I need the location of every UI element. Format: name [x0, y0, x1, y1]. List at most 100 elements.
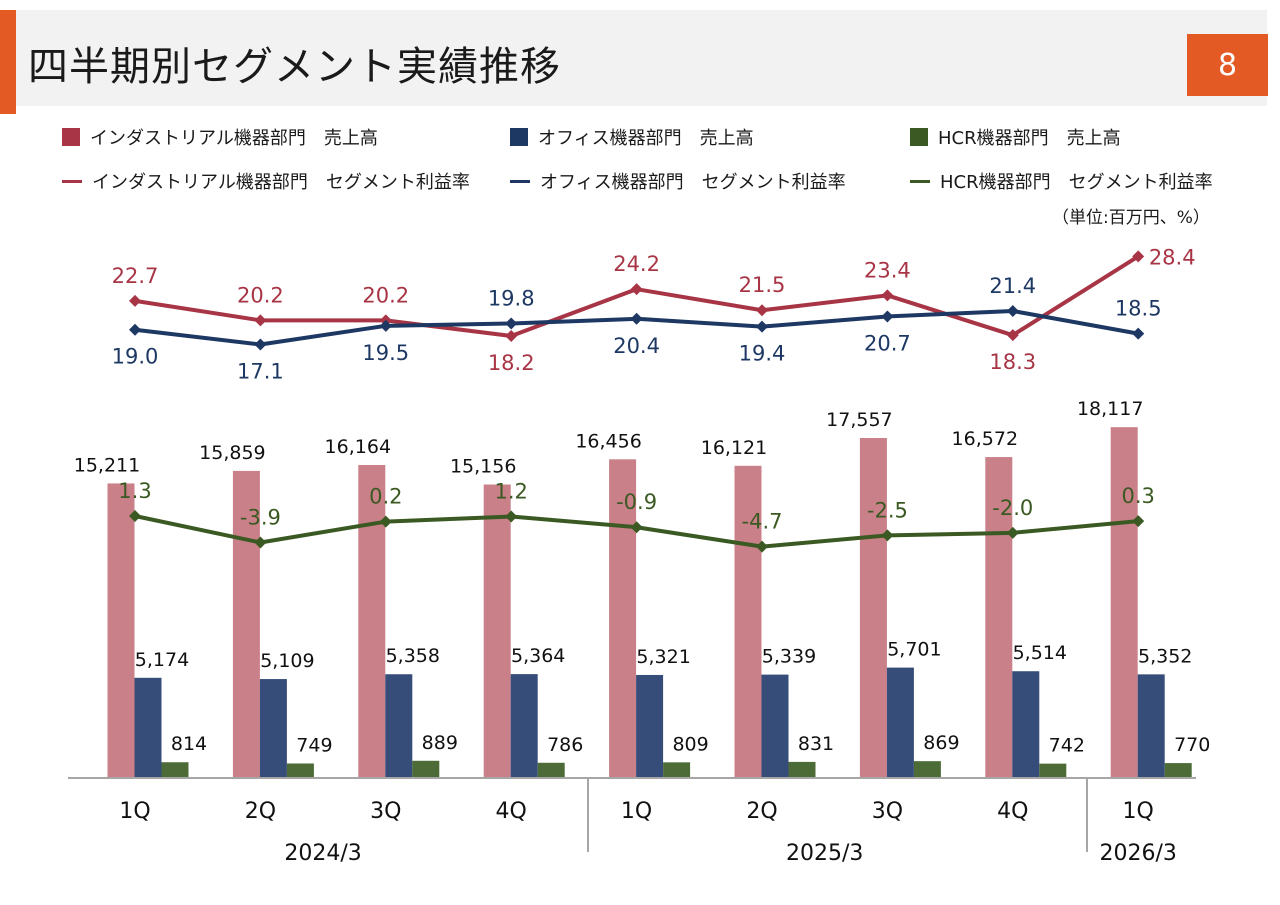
- margin-point-1-8: [1006, 329, 1019, 342]
- legend-hcr-margin-line: [910, 179, 930, 183]
- bar-2-9: [1137, 674, 1165, 778]
- page-number-badge: 8: [1187, 34, 1268, 96]
- bar-label-1-7: 17,557: [826, 409, 892, 431]
- legend-office-margin-line: [510, 179, 530, 183]
- bar-label-3-2: 749: [296, 734, 332, 756]
- group-label-1: 2024/3: [284, 841, 361, 866]
- legend-hcr-margin-label: HCR機器部門 セグメント利益率: [940, 172, 1213, 193]
- bar-1-9: [1110, 427, 1138, 778]
- margin-point-2-5: [630, 312, 643, 325]
- margin-point-2-6: [756, 320, 768, 333]
- bar-label-3-4: 786: [547, 734, 583, 756]
- margin-label-2-1: 19.0: [112, 345, 159, 369]
- bar-1-5: [609, 459, 637, 778]
- bar-2-1: [134, 677, 162, 778]
- bar-label-1-8: 16,572: [952, 428, 1018, 450]
- bar-3-9: [1164, 763, 1192, 778]
- margin-point-3-4: [505, 510, 518, 523]
- bar-label-1-4: 15,156: [450, 455, 516, 477]
- bar-2-5: [636, 674, 664, 778]
- bar-2-8: [1012, 671, 1040, 778]
- margin-label-3-8: -2.0: [992, 496, 1033, 520]
- margin-label-1-5: 24.2: [613, 252, 660, 276]
- bar-label-1-5: 16,456: [575, 430, 641, 452]
- bar-3-1: [161, 762, 189, 778]
- bar-3-4: [537, 762, 565, 778]
- margin-label-2-8: 21.4: [989, 274, 1036, 298]
- margin-point-3-9: [1132, 515, 1145, 528]
- bar-2-7: [886, 667, 914, 778]
- category-label-2: 2Q: [245, 799, 276, 824]
- margin-label-2-2: 17.1: [237, 360, 284, 384]
- category-label-1: 1Q: [119, 799, 150, 824]
- legend-hcr-sales-label: HCR機器部門 売上高: [938, 128, 1121, 149]
- legend-hcr-sales: HCR機器部門 売上高: [910, 124, 1121, 150]
- margin-point-2-4: [505, 317, 518, 330]
- margin-point-3-5: [630, 521, 643, 534]
- margin-label-3-2: -3.9: [240, 506, 281, 530]
- legend-office-sales-swatch: [510, 128, 528, 146]
- margin-label-3-9: 0.3: [1121, 484, 1154, 508]
- margin-point-2-3: [379, 319, 392, 332]
- margin-point-2-8: [1006, 305, 1019, 317]
- bar-label-3-6: 831: [798, 733, 834, 755]
- category-label-3: 3Q: [370, 799, 401, 824]
- title-bar: [0, 10, 1267, 106]
- margin-label-1-3: 20.2: [362, 283, 409, 307]
- bar-label-3-9: 770: [1174, 734, 1210, 756]
- category-label-8: 4Q: [997, 799, 1028, 824]
- margin-label-3-5: -0.9: [616, 490, 657, 514]
- bar-1-3: [358, 464, 386, 778]
- bar-1-4: [483, 484, 511, 778]
- bar-label-2-1: 5,174: [135, 649, 189, 671]
- margin-label-2-5: 20.4: [613, 334, 660, 358]
- margin-label-3-7: -2.5: [867, 498, 908, 522]
- margin-point-3-3: [379, 515, 392, 528]
- bar-2-3: [385, 674, 413, 778]
- bar-label-3-1: 814: [171, 733, 207, 755]
- legend-industrial-sales-swatch: [62, 128, 80, 146]
- bar-1-7: [859, 438, 887, 778]
- margin-point-3-2: [254, 536, 267, 549]
- bar-1-2: [232, 470, 260, 778]
- bar-3-7: [913, 761, 941, 778]
- margin-label-1-2: 20.2: [237, 283, 284, 307]
- margin-point-3-1: [129, 510, 141, 522]
- margin-point-1-6: [756, 304, 768, 317]
- legend-office-margin: オフィス機器部門 セグメント利益率: [510, 168, 846, 194]
- bar-label-2-2: 5,109: [260, 650, 314, 672]
- title-accent-bar: [0, 10, 16, 114]
- legend-office-sales-label: オフィス機器部門 売上高: [538, 128, 754, 149]
- bar-3-6: [788, 761, 816, 778]
- bar-label-2-9: 5,352: [1138, 645, 1192, 667]
- bar-3-8: [1039, 763, 1067, 778]
- unit-note: （単位:百万円、%）: [1052, 208, 1210, 228]
- bar-label-2-3: 5,358: [386, 645, 440, 667]
- margin-label-3-3: 0.2: [369, 485, 402, 509]
- category-label-5: 1Q: [621, 799, 652, 824]
- bar-1-6: [734, 465, 762, 778]
- bar-label-2-7: 5,701: [887, 639, 941, 661]
- bar-3-3: [412, 760, 440, 778]
- category-label-6: 2Q: [746, 799, 777, 824]
- margin-point-3-7: [881, 529, 894, 542]
- category-label-4: 4Q: [496, 799, 527, 824]
- bar-label-2-6: 5,339: [762, 646, 816, 668]
- category-label-7: 3Q: [872, 799, 903, 824]
- bar-label-1-3: 16,164: [325, 436, 391, 458]
- legend-industrial-sales-label: インダストリアル機器部門 売上高: [90, 128, 378, 149]
- margin-label-2-4: 19.8: [488, 286, 535, 310]
- margin-label-2-9: 18.5: [1115, 297, 1162, 321]
- category-label-9: 1Q: [1123, 799, 1154, 824]
- margin-point-1-1: [129, 294, 141, 307]
- group-label-2: 2025/3: [786, 841, 863, 866]
- margin-point-1-9: [1132, 250, 1145, 263]
- bar-label-3-3: 889: [422, 732, 458, 754]
- bar-label-2-8: 5,514: [1013, 642, 1067, 664]
- margin-label-1-7: 23.4: [864, 258, 911, 282]
- margin-point-3-6: [756, 540, 768, 553]
- bar-1-1: [107, 483, 135, 778]
- margin-label-1-4: 18.2: [488, 351, 535, 375]
- margin-label-2-6: 19.4: [739, 342, 786, 366]
